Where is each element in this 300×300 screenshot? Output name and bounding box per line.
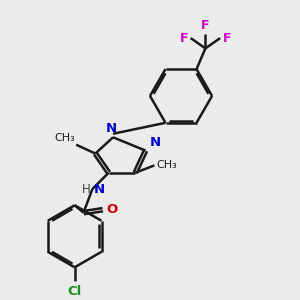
Text: CH₃: CH₃ xyxy=(156,160,177,170)
Text: O: O xyxy=(106,203,118,216)
Text: Cl: Cl xyxy=(68,285,82,298)
Text: H: H xyxy=(82,182,91,196)
Text: N: N xyxy=(94,182,105,196)
Text: CH₃: CH₃ xyxy=(54,133,75,143)
Text: F: F xyxy=(201,19,210,32)
Text: F: F xyxy=(223,32,231,44)
Text: N: N xyxy=(150,136,161,148)
Text: F: F xyxy=(180,32,188,44)
Text: N: N xyxy=(106,122,117,135)
